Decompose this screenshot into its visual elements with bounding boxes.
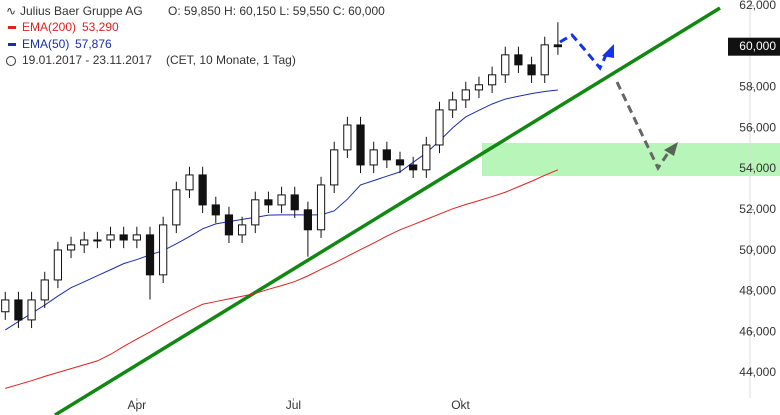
legend-value: 57,876 xyxy=(75,37,112,51)
candle-body xyxy=(237,224,247,236)
target-zone xyxy=(482,143,780,176)
annotations xyxy=(54,6,780,415)
clock-icon xyxy=(6,56,16,66)
candle-body xyxy=(145,234,155,276)
legend-label: EMA(50) xyxy=(22,37,69,51)
symbol-icon: ∿ xyxy=(6,4,16,18)
candle-body xyxy=(435,109,444,146)
ema-line xyxy=(5,169,559,389)
candle-body xyxy=(80,239,89,246)
candle-body xyxy=(553,44,563,48)
candle-body xyxy=(382,149,391,161)
x-tick-label: Apr xyxy=(127,398,146,412)
y-tick-label: 48,000 xyxy=(739,284,776,298)
period-note: (CET, 10 Monate, 1 Tag) xyxy=(166,53,296,67)
x-tick-label: Jul xyxy=(286,398,301,412)
candle-body xyxy=(343,124,352,151)
candle-body xyxy=(356,124,365,166)
last-price-label: 60,000 xyxy=(739,39,776,53)
legend-label: EMA(200) xyxy=(22,20,76,34)
candle-body xyxy=(93,239,102,242)
forecast-arrow xyxy=(615,81,670,172)
ema-line xyxy=(4,89,558,331)
y-tick-label: 44,000 xyxy=(739,365,776,379)
candle-body xyxy=(172,189,181,226)
arrow-head xyxy=(664,142,678,156)
legend: ∿ Julius Baer Gruppe AG O: 59,850 H: 60,… xyxy=(6,4,385,67)
candle-body xyxy=(514,54,523,66)
candle-body xyxy=(251,199,260,226)
candle-body xyxy=(474,84,484,91)
ohlc-label: O: 59,850 H: 60,150 L: 59,550 C: 60,000 xyxy=(168,4,385,18)
candle-body xyxy=(40,279,49,301)
candle-body xyxy=(527,64,536,76)
candle-body xyxy=(448,99,457,111)
y-tick-label: 58,000 xyxy=(739,80,776,94)
candle-body xyxy=(14,299,23,321)
legend-swatch xyxy=(8,26,16,29)
candle-body xyxy=(224,214,234,236)
candle-body xyxy=(159,224,168,276)
candle-body xyxy=(461,89,470,101)
y-tick-label: 50,000 xyxy=(739,243,776,257)
candle-body xyxy=(487,74,497,86)
date-range: 19.01.2017 - 23.11.2017 xyxy=(22,53,152,67)
forecast-arrow xyxy=(559,33,608,71)
candle-body xyxy=(132,234,141,241)
candle-body xyxy=(316,184,326,231)
candle-body xyxy=(264,199,273,206)
candle-body xyxy=(66,244,76,251)
chart-title: Julius Baer Gruppe AG xyxy=(20,4,143,18)
y-tick-label: 52,000 xyxy=(739,202,776,216)
legend-value: 53,290 xyxy=(82,20,119,34)
x-tick-label: Okt xyxy=(451,398,470,412)
candle-body xyxy=(198,174,207,206)
trend-line xyxy=(54,6,721,415)
candle-body xyxy=(1,299,10,313)
candle-body xyxy=(395,159,405,166)
candle-body xyxy=(501,54,510,76)
candle-body xyxy=(211,204,220,216)
candle-body xyxy=(369,149,378,166)
candle-body xyxy=(277,194,286,206)
candle-body xyxy=(422,144,431,171)
arrow-head xyxy=(602,44,614,58)
legend-swatch xyxy=(8,43,16,46)
candle-body xyxy=(290,194,299,211)
candle-body xyxy=(185,174,194,191)
y-tick-label: 56,000 xyxy=(739,120,776,134)
y-tick-label: 46,000 xyxy=(739,324,776,338)
candle-body xyxy=(330,149,339,186)
candle-body xyxy=(106,234,115,241)
candle-body xyxy=(303,209,313,231)
candle-body xyxy=(540,44,549,76)
candle-body xyxy=(53,249,63,281)
y-tick-label: 62,000 xyxy=(739,0,776,12)
last-price-box xyxy=(728,37,780,56)
candle-body xyxy=(119,234,128,241)
candle-body xyxy=(409,164,418,171)
y-tick-label: 54,000 xyxy=(739,161,776,175)
candle-body xyxy=(27,299,36,321)
